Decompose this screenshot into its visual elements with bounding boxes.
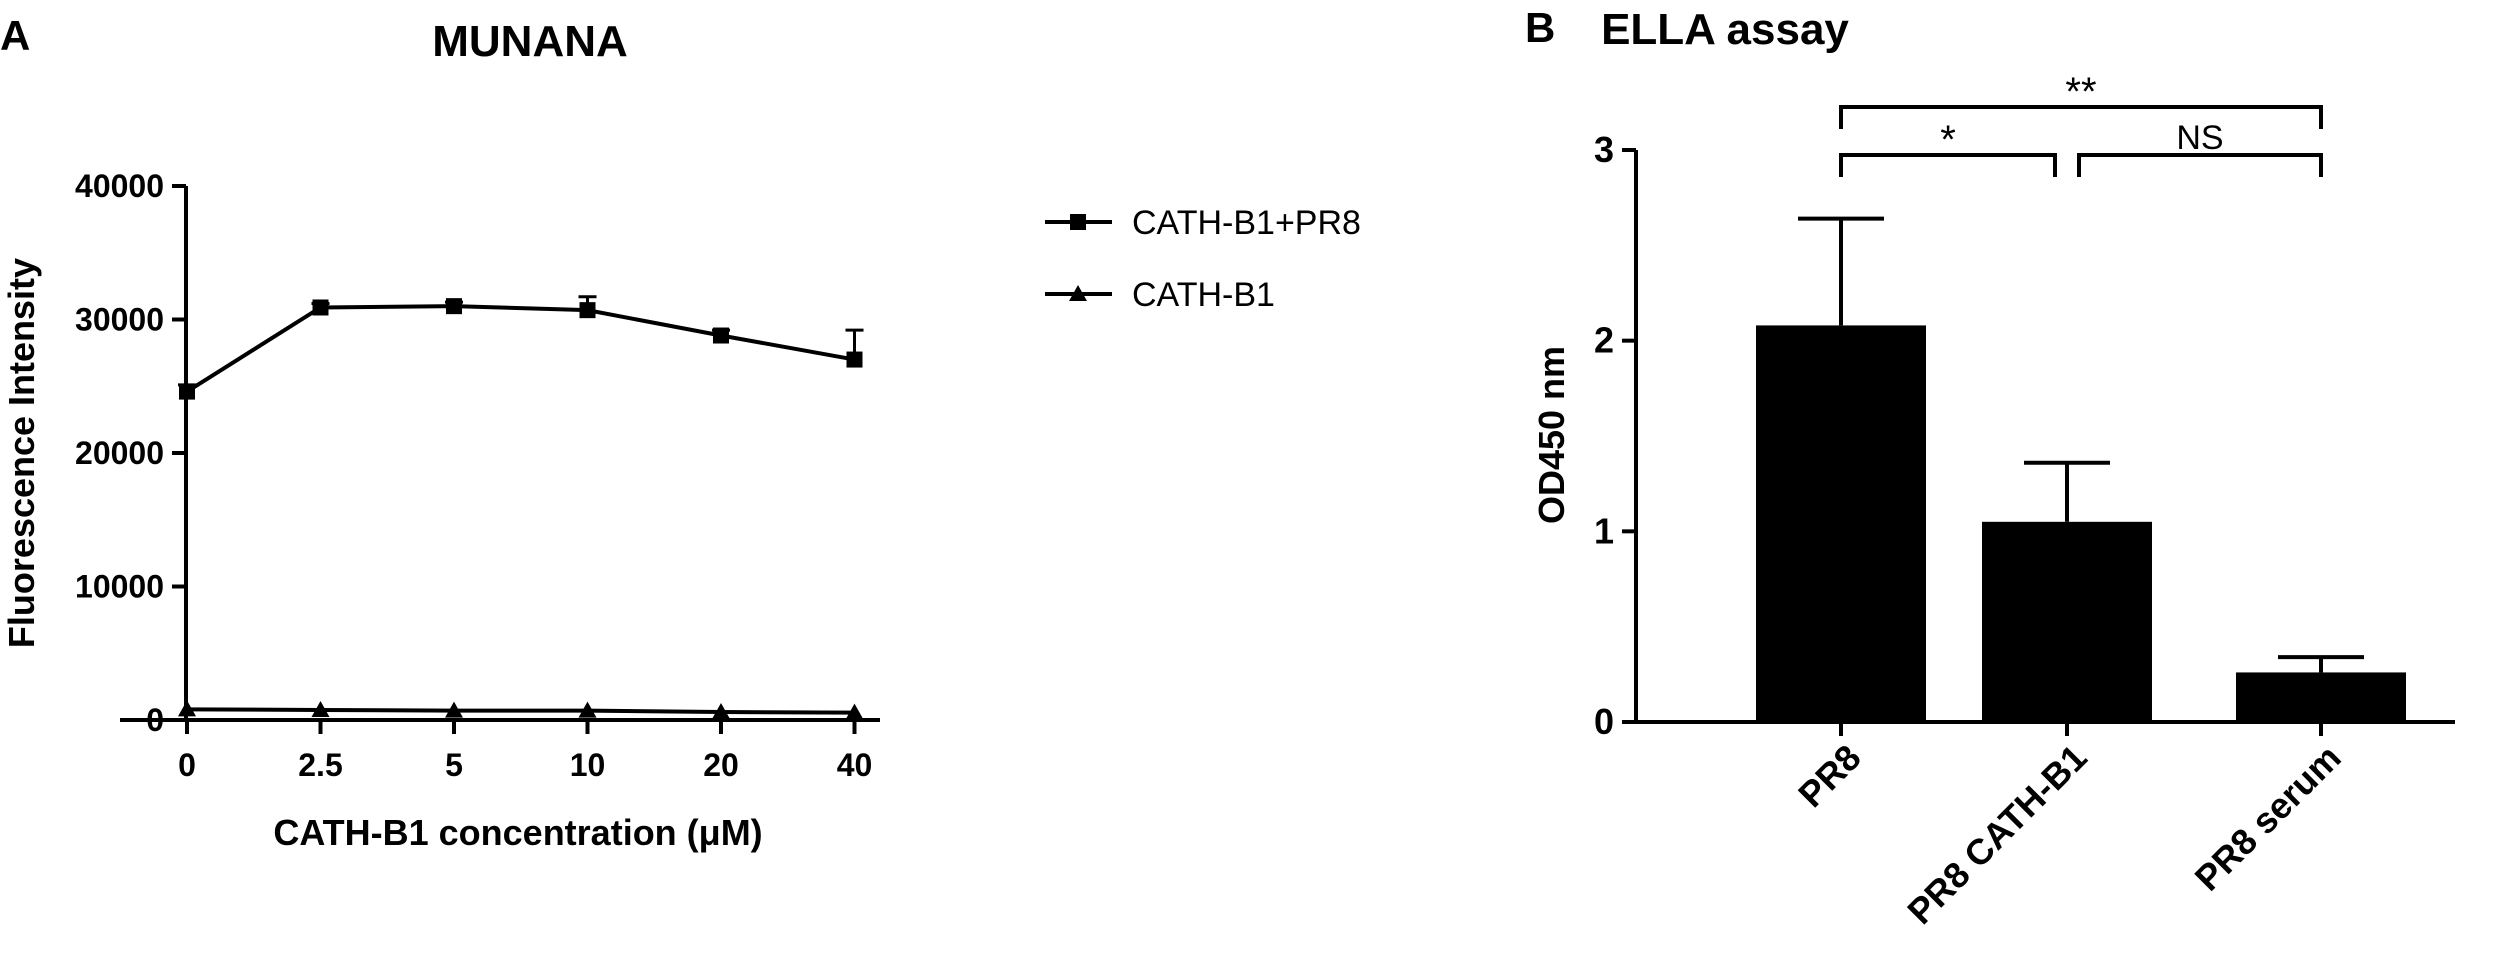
significance-label: NS xyxy=(2176,119,2223,157)
significance-label: * xyxy=(1940,118,1956,162)
data-point xyxy=(179,383,195,400)
chart-b-significance: *** NS xyxy=(1839,70,2323,177)
data-point xyxy=(578,701,597,718)
panel-b-bar-chart: B ELLA assay OD450 nm 0 1 2 3 PR8 PR8 CATH-B… xyxy=(1525,4,2455,932)
x-tick-label: 0 xyxy=(178,747,196,783)
panel-a-line-chart: A MUNANA Fluorescence Intensity CATH-B1 … xyxy=(0,12,1361,853)
chart-b-x-ticks: PR8 PR8 CATH-B1 PR8 serum xyxy=(1790,722,2349,932)
x-tick-label: PR8 CATH-B1 xyxy=(1899,737,2094,932)
chart-a-x-ticks: 0 2.5 5 10 20 40 xyxy=(178,720,872,783)
y-tick-label: 3 xyxy=(1594,129,1614,170)
x-tick-label: PR8 serum xyxy=(2187,737,2349,899)
bracket-line xyxy=(1839,105,2323,129)
legend-item: CATH-B1+PR8 xyxy=(1045,204,1361,242)
x-tick-label: 5 xyxy=(445,747,463,783)
chart-a-axes xyxy=(120,186,880,722)
y-tick-label: 30000 xyxy=(75,302,164,338)
legend-marker xyxy=(1070,214,1086,230)
chart-b-title: ELLA assay xyxy=(1601,5,1849,54)
significance-bracket: ** xyxy=(1839,70,2323,129)
y-tick-label: 20000 xyxy=(75,435,164,471)
data-point xyxy=(445,701,463,718)
data-point xyxy=(845,703,864,720)
y-tick-label: 2 xyxy=(1594,320,1614,361)
chart-a-title: MUNANA xyxy=(432,17,628,66)
legend-item: CATH-B1 xyxy=(1045,276,1275,314)
data-point xyxy=(178,700,196,717)
chart-a-x-axis-label: CATH-B1 concentration (μM) xyxy=(273,812,762,853)
panel-b-letter: B xyxy=(1525,4,1555,51)
bar-group xyxy=(1982,460,2152,722)
data-point xyxy=(312,299,329,316)
chart-a-series xyxy=(178,295,864,720)
series-2 xyxy=(178,700,864,720)
y-tick-label: 0 xyxy=(1594,701,1614,742)
chart-a-legend: CATH-B1+PR8 CATH-B1 xyxy=(1045,204,1361,314)
bracket-line xyxy=(2077,153,2323,177)
bar xyxy=(2236,672,2406,722)
data-point xyxy=(846,351,863,368)
significance-bracket: NS xyxy=(2077,119,2323,177)
x-tick-label: PR8 xyxy=(1790,737,1869,816)
bar-group xyxy=(1756,216,1926,722)
chart-a-y-ticks: 0 10000 20000 30000 40000 xyxy=(75,168,186,738)
data-point xyxy=(446,298,462,315)
y-tick-label: 0 xyxy=(146,702,164,738)
series-line xyxy=(186,707,855,715)
y-tick-label: 1 xyxy=(1594,510,1614,551)
significance-label: ** xyxy=(2065,70,2096,114)
y-tick-label: 10000 xyxy=(75,569,164,605)
data-point xyxy=(713,327,729,344)
data-point xyxy=(712,702,730,719)
significance-bracket: * xyxy=(1839,118,2057,177)
bracket-line xyxy=(1839,153,2057,177)
x-tick-label: 40 xyxy=(837,747,873,783)
chart-b-bars xyxy=(1756,216,2406,722)
chart-b-y-axis-label: OD450 nm xyxy=(1531,346,1572,524)
y-tick-label: 40000 xyxy=(75,168,164,204)
data-point xyxy=(579,302,596,319)
series-line xyxy=(185,304,855,394)
panel-a-letter: A xyxy=(0,12,30,59)
x-tick-label: 10 xyxy=(570,747,606,783)
x-tick-label: 2.5 xyxy=(298,747,342,783)
data-point xyxy=(311,700,330,717)
chart-a-y-axis-label: Fluorescence Intensity xyxy=(1,258,42,648)
x-tick-label: 20 xyxy=(703,747,739,783)
legend-label: CATH-B1 xyxy=(1132,276,1275,314)
bar xyxy=(1756,325,1926,722)
chart-b-y-ticks: 0 1 2 3 xyxy=(1594,129,1636,742)
bar xyxy=(1982,521,2152,722)
legend-label: CATH-B1+PR8 xyxy=(1132,204,1361,242)
bar-group xyxy=(2236,655,2406,722)
legend-marker xyxy=(1069,285,1087,301)
series-1 xyxy=(178,295,864,400)
